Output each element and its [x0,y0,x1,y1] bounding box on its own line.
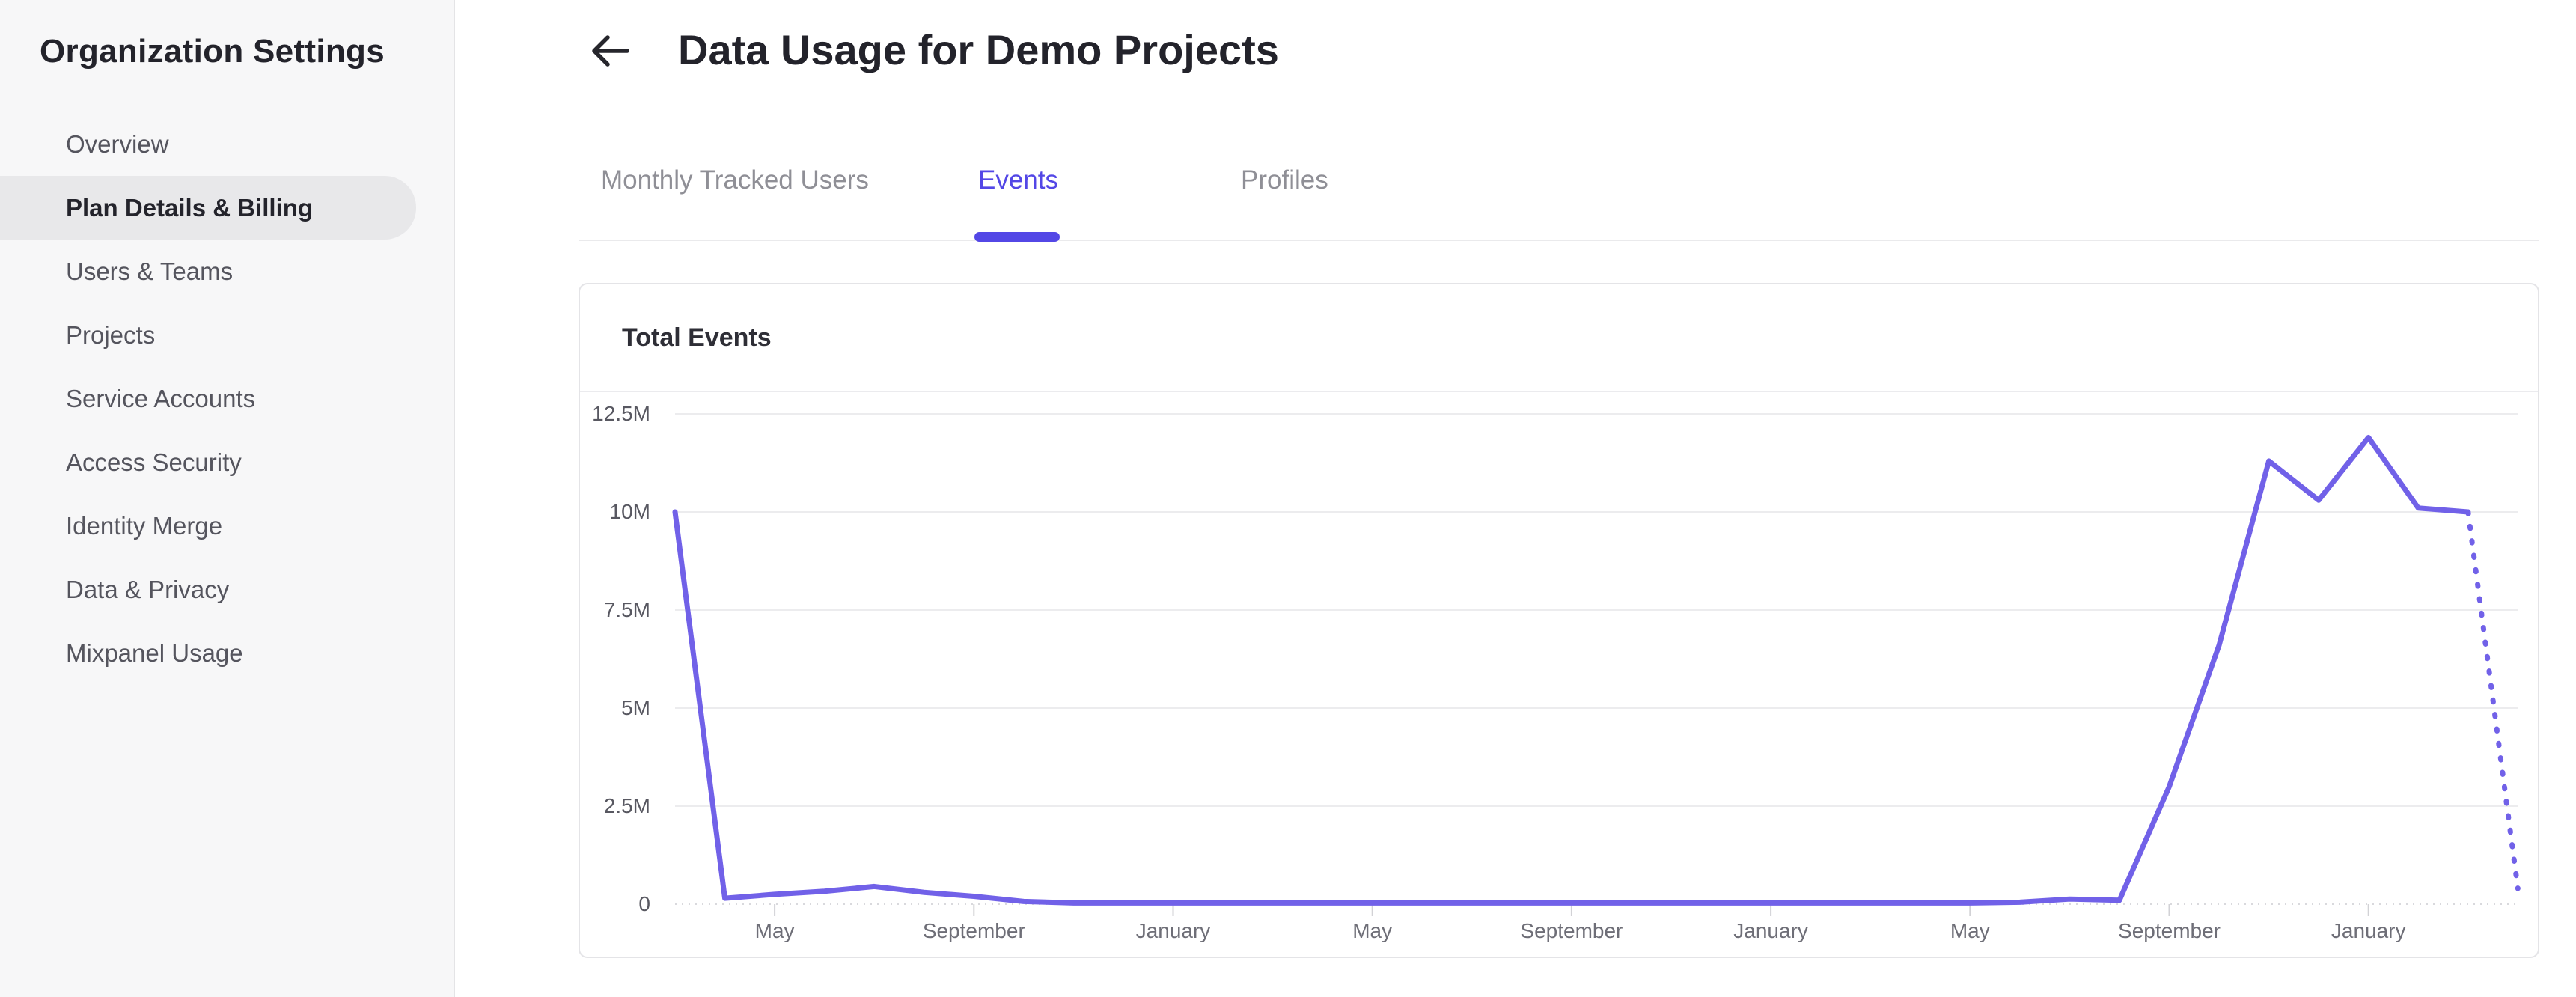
total-events-line [672,434,2471,906]
sidebar-item-access-security[interactable]: Access Security [66,448,242,476]
sidebar-item-identity-merge[interactable]: Identity Merge [66,511,223,540]
sidebar-item-plan-details-billing[interactable]: Plan Details & Billing [0,176,416,240]
y-axis-tick-label: 5M [621,696,650,719]
sidebar: Organization Settings Overview Plan Detai… [0,0,455,997]
y-axis-tick-label: 12.5M [592,402,650,425]
sidebar-title: Organization Settings [40,33,385,70]
card-header-divider [580,391,2538,392]
total-events-card: Total Events 12.5M 10M 7.5M 5M 2.5M 0 May Sept… [579,283,2539,958]
total-events-projected-line [2465,509,2521,891]
sidebar-item-users-teams[interactable]: Users & Teams [66,257,234,285]
y-axis-tick-label: 0 [638,892,650,915]
card-title: Total Events [622,323,772,352]
sidebar-item-service-accounts[interactable]: Service Accounts [66,384,256,412]
back-button[interactable] [590,34,631,68]
x-axis-tick-label: September [922,919,1025,942]
sidebar-item-overview[interactable]: Overview [66,129,169,158]
sidebar-item-projects[interactable]: Projects [66,320,156,349]
y-axis-tick-label: 2.5M [603,794,650,817]
y-axis-tick-label: 7.5M [603,598,650,621]
page-title: Data Usage for Demo Projects [678,26,1279,73]
tab-events[interactable]: Events [978,165,1058,195]
tab-monthly-tracked-users[interactable]: Monthly Tracked Users [601,165,869,195]
x-axis-tick-label: May [1352,919,1393,942]
sidebar-nav: Overview Plan Details & Billing Users & Te… [0,112,454,685]
x-axis-tick-label: January [1733,919,1808,942]
x-axis-tick-label: May [754,919,795,942]
total-events-chart[interactable]: 12.5M 10M 7.5M 5M 2.5M 0 May September January M… [580,284,2538,957]
chart-canvas [672,413,2521,916]
tab-profiles[interactable]: Profiles [1241,165,1328,195]
y-axis-tick-label: 10M [609,500,650,523]
left-arrow-icon [592,35,629,67]
x-axis-tick-label: September [1520,919,1623,942]
x-axis-tick-label: May [1950,919,1990,942]
tabs-divider [579,240,2539,241]
x-axis-tick-label: January [1135,919,1211,942]
x-axis-tick-label: January [2331,919,2406,942]
active-tab-underline [974,232,1060,242]
x-axis-tick-label: September [2118,919,2221,942]
sidebar-item-mixpanel-usage[interactable]: Mixpanel Usage [66,638,243,667]
sidebar-item-data-privacy[interactable]: Data & Privacy [66,575,230,603]
